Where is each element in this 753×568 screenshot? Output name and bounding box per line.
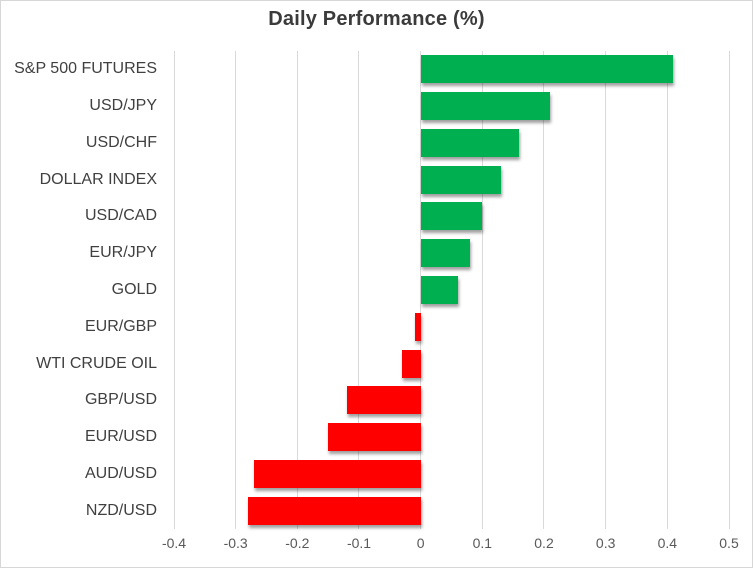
plot-area — [173, 51, 730, 529]
x-tick-label: 0 — [416, 535, 425, 551]
chart-title: Daily Performance (%) — [268, 8, 485, 30]
bar-nzd-usd — [248, 496, 421, 525]
value-axis-labels: -0.4 -0.3 -0.2 -0.1 0 0.1 0.2 0.3 0.4 0.5 — [162, 535, 739, 557]
bar-usd-chf — [420, 128, 520, 157]
category-label: EUR/JPY — [89, 244, 157, 262]
bar-gbp-usd — [346, 386, 421, 415]
gridline — [543, 51, 545, 529]
category-label: EUR/GBP — [84, 317, 157, 335]
bar-eur-gbp — [414, 312, 421, 341]
bar-gold — [420, 276, 458, 304]
category-label: USD/JPY — [89, 97, 157, 115]
x-tick-label: -0.1 — [346, 535, 372, 551]
x-tick-label: -0.2 — [285, 535, 310, 551]
x-tick-label: -0.3 — [223, 535, 248, 551]
gridline — [296, 51, 298, 529]
x-tick-label: 0.4 — [657, 535, 678, 551]
bar-eur-usd — [328, 423, 421, 452]
x-tick-label: 0.3 — [595, 535, 616, 551]
bar-aud-usd — [254, 459, 421, 488]
category-label: NZD/USD — [85, 501, 157, 519]
category-label: GOLD — [111, 280, 157, 298]
bar-dollar-index — [420, 165, 501, 194]
gridline — [481, 51, 483, 529]
category-label: WTI CRUDE OIL — [36, 354, 157, 372]
x-tick-label: -0.4 — [161, 535, 187, 551]
gridline — [235, 51, 237, 529]
category-axis-labels: S&P 500 FUTURES USD/JPY USD/CHF DOLLAR INDE… — [1, 51, 167, 529]
category-label: S&P 500 FUTURES — [14, 60, 157, 78]
category-label: EUR/USD — [84, 428, 157, 446]
category-label: AUD/USD — [84, 464, 157, 482]
x-tick-label: 0.1 — [472, 535, 493, 551]
gridline — [728, 51, 730, 529]
category-label: USD/CHF — [85, 133, 157, 151]
bar-usd-jpy — [420, 92, 551, 121]
gridline — [666, 51, 668, 529]
bar-wti-crude-oil — [402, 349, 421, 378]
bar-usd-cad — [420, 202, 483, 231]
x-tick-label: 0.5 — [719, 535, 739, 551]
bar-eur-jpy — [420, 239, 470, 268]
gridline — [358, 51, 360, 529]
category-label: USD/CAD — [84, 207, 157, 225]
gridline — [605, 51, 607, 529]
gridline — [173, 51, 175, 529]
category-label: DOLLAR INDEX — [39, 170, 157, 188]
category-label: GBP/USD — [84, 391, 157, 409]
x-tick-label: 0.2 — [534, 535, 554, 551]
bar-s-p-500-futures — [420, 55, 674, 84]
